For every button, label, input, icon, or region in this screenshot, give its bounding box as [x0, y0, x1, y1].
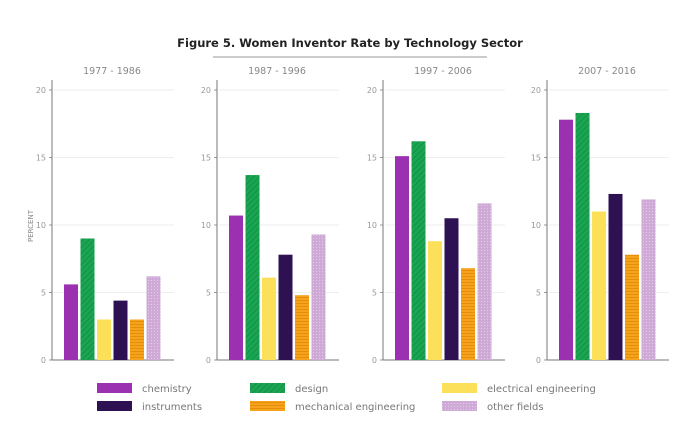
bar-mechanical-engineering: [625, 254, 639, 360]
panel-title: 1997 - 2006: [414, 66, 472, 77]
legend-swatch: [250, 401, 285, 411]
bar-mechanical-engineering: [461, 268, 475, 360]
legend-swatch: [97, 383, 132, 393]
bar-design: [245, 175, 260, 360]
y-tick-label: 10: [201, 221, 211, 230]
y-tick-label: 5: [372, 289, 377, 298]
legend-label: design: [295, 384, 328, 395]
y-tick-label: 0: [206, 356, 211, 365]
bar-design: [411, 141, 426, 360]
bar-instruments: [444, 218, 459, 360]
bar-other-fields: [311, 234, 326, 360]
y-tick-label: 0: [372, 356, 377, 365]
legend-label: other fields: [487, 402, 544, 413]
panel-4: 2007 - 2016 0 5 10 15 20: [531, 66, 669, 365]
bar-electrical-engineering: [428, 241, 442, 360]
legend-label: electrical engineering: [487, 384, 596, 395]
panel-3: 1997 - 2006 0 5 10 15 20: [367, 66, 505, 365]
y-tick-label: 20: [367, 86, 377, 95]
y-tick-label: 20: [201, 86, 211, 95]
bar-chemistry: [64, 284, 78, 360]
legend-item-design: design: [250, 383, 328, 395]
legend-item-mechanical-engineering: mechanical engineering: [250, 401, 415, 413]
y-tick-label: 0: [41, 356, 46, 365]
panel-title: 2007 - 2016: [578, 66, 636, 77]
y-tick-label: 15: [367, 154, 377, 163]
legend-swatch: [97, 401, 132, 411]
chart-title: Figure 5. Women Inventor Rate by Technol…: [177, 36, 523, 50]
bar-design: [575, 112, 590, 360]
y-tick-label: 10: [36, 221, 46, 230]
panel-1: 1977 - 1986 0 5 10 15 20: [36, 66, 174, 365]
legend-label: mechanical engineering: [295, 402, 415, 413]
bar-other-fields: [477, 203, 492, 360]
legend-label: instruments: [142, 402, 202, 413]
legend-swatch: [442, 401, 477, 411]
bar-instruments: [278, 254, 293, 360]
bar-chemistry: [229, 215, 243, 360]
bar-instruments: [608, 193, 623, 360]
bar-mechanical-engineering: [295, 295, 309, 360]
y-tick-label: 15: [201, 154, 211, 163]
bar-electrical-engineering: [97, 319, 111, 360]
legend-item-other-fields: other fields: [442, 401, 544, 413]
bar-design: [80, 238, 95, 360]
legend-item-chemistry: chemistry: [97, 383, 192, 395]
y-tick-label: 20: [531, 86, 541, 95]
panel-title: 1987 - 1996: [248, 66, 306, 77]
legend-swatch: [250, 383, 285, 393]
y-tick-label: 5: [206, 289, 211, 298]
legend-label: chemistry: [142, 384, 192, 395]
legend-item-electrical-engineering: electrical engineering: [442, 383, 596, 395]
bar-chemistry: [395, 156, 409, 360]
bar-electrical-engineering: [262, 277, 276, 360]
y-tick-label: 5: [536, 289, 541, 298]
bar-other-fields: [146, 276, 161, 360]
y-tick-label: 20: [36, 86, 46, 95]
y-tick-label: 5: [41, 289, 46, 298]
bar-mechanical-engineering: [130, 319, 144, 360]
bar-electrical-engineering: [592, 211, 606, 360]
y-tick-label: 0: [536, 356, 541, 365]
y-tick-label: 10: [367, 221, 377, 230]
bar-instruments: [113, 300, 128, 360]
bar-chemistry: [559, 119, 573, 360]
panel-2: 1987 - 1996 0 5 10 15 20: [201, 66, 339, 365]
legend-item-instruments: instruments: [97, 401, 202, 413]
y-axis-label: PERCENT: [27, 209, 35, 242]
y-tick-label: 15: [36, 154, 46, 163]
panel-title: 1977 - 1986: [83, 66, 141, 77]
y-tick-label: 15: [531, 154, 541, 163]
y-tick-label: 10: [531, 221, 541, 230]
legend-swatch: [442, 383, 477, 393]
bar-other-fields: [641, 199, 656, 360]
